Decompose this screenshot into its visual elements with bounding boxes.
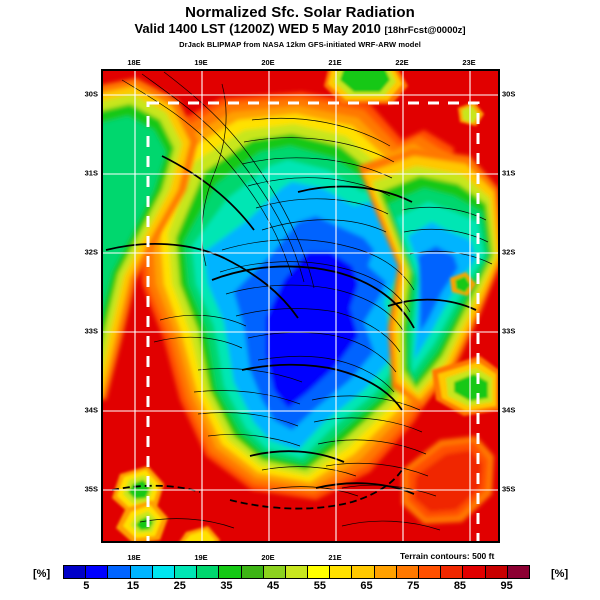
terrain-contours-note: Terrain contours: 500 ft — [400, 551, 495, 561]
colorbar-swatch-12 — [330, 566, 353, 578]
colorbar-tick-45: 45 — [267, 580, 280, 592]
lon-tick-top-4: 22E — [395, 58, 409, 67]
valid-time-text: Valid 1400 LST (1200Z) WED 5 May 2010 — [134, 21, 381, 36]
colorbar-swatch-8 — [241, 566, 264, 578]
terrain-contours-major — [105, 155, 477, 495]
colorbar-swatch-0 — [64, 566, 87, 578]
colorbar-swatch-6 — [197, 566, 220, 578]
lat-tick-right-3: 33S — [502, 326, 516, 336]
colorbar-swatches[interactable] — [63, 565, 530, 579]
colorbar-unit-left: [%] — [33, 568, 51, 580]
lat-tick-left-3: 33S — [84, 326, 98, 336]
lat-tick-right-5: 35S — [502, 484, 516, 494]
graticule — [102, 70, 499, 542]
colorbar-swatch-1 — [86, 566, 109, 578]
lon-tick-top-1: 19E — [194, 58, 208, 67]
colorbar-swatch-20 — [507, 566, 529, 578]
colorbar-tick-75: 75 — [407, 580, 420, 592]
inner-domain-box — [146, 101, 480, 542]
forecast-tag: [18hrFcst@0000z] — [384, 25, 466, 36]
colorbar-swatch-7 — [219, 566, 242, 578]
colorbar-swatch-17 — [441, 566, 464, 578]
lon-tick-top-5: 23E — [462, 58, 476, 67]
colorbar-swatch-16 — [419, 566, 442, 578]
map-plot-area[interactable] — [101, 69, 500, 543]
colorbar-tick-35: 35 — [220, 580, 233, 592]
radiation-heatmap — [102, 70, 499, 542]
colorbar-unit-right: [%] — [551, 568, 569, 580]
valid-time-subtitle: Valid 1400 LST (1200Z) WED 5 May 2010 [1… — [0, 21, 600, 39]
lat-tick-right-4: 34S — [502, 405, 516, 415]
colorbar-swatch-19 — [485, 566, 508, 578]
colorbar-tick-15: 15 — [126, 580, 140, 592]
colorbar-swatch-2 — [108, 566, 131, 578]
lon-tick-top-3: 21E — [328, 58, 342, 67]
colorbar-swatch-5 — [174, 566, 198, 578]
lat-tick-left-4: 34S — [84, 405, 98, 415]
colorbar-swatch-15 — [396, 566, 419, 578]
lon-tick-bottom-3: 21E — [328, 553, 342, 562]
lat-tick-right-2: 32S — [502, 247, 516, 257]
lat-tick-right-1: 31S — [502, 168, 516, 178]
lat-tick-left-5: 35S — [84, 484, 98, 494]
lat-tick-left-2: 32S — [84, 247, 98, 257]
colorbar-tick-65: 65 — [360, 580, 373, 592]
colorbar-swatch-14 — [374, 566, 397, 578]
colorbar-swatch-9 — [263, 566, 286, 578]
lon-tick-top-0: 18E — [127, 58, 141, 67]
colorbar-legend: [%] [%] 5 15 25 35 45 55 65 75 85 95 — [0, 563, 600, 595]
colorbar-swatch-3 — [130, 566, 153, 578]
colorbar-swatch-4 — [152, 566, 175, 578]
lon-tick-bottom-0: 18E — [127, 553, 141, 562]
colorbar-tick-5: 5 — [83, 580, 90, 592]
colorbar-tick-95: 95 — [500, 580, 513, 592]
lon-tick-bottom-1: 19E — [194, 553, 208, 562]
colorbar-swatch-10 — [285, 566, 309, 578]
title-block: Normalized Sfc. Solar Radiation Valid 14… — [0, 4, 600, 50]
lon-tick-bottom-2: 20E — [261, 553, 275, 562]
colorbar-tick-25: 25 — [173, 580, 186, 592]
colorbar-tick-55: 55 — [313, 580, 326, 592]
colorbar-swatch-11 — [308, 566, 331, 578]
page-title: Normalized Sfc. Solar Radiation — [185, 4, 415, 21]
lon-tick-top-2: 20E — [261, 58, 275, 67]
colorbar-tick-85: 85 — [453, 580, 467, 592]
colorbar-swatch-18 — [463, 566, 486, 578]
lat-tick-right-0: 30S — [502, 89, 516, 99]
lat-tick-left-0: 30S — [84, 89, 98, 99]
colorbar-swatch-13 — [352, 566, 375, 578]
model-source-line: DrJack BLIPMAP from NASA 12km GFS-initia… — [179, 40, 421, 49]
lat-tick-left-1: 31S — [84, 168, 98, 178]
